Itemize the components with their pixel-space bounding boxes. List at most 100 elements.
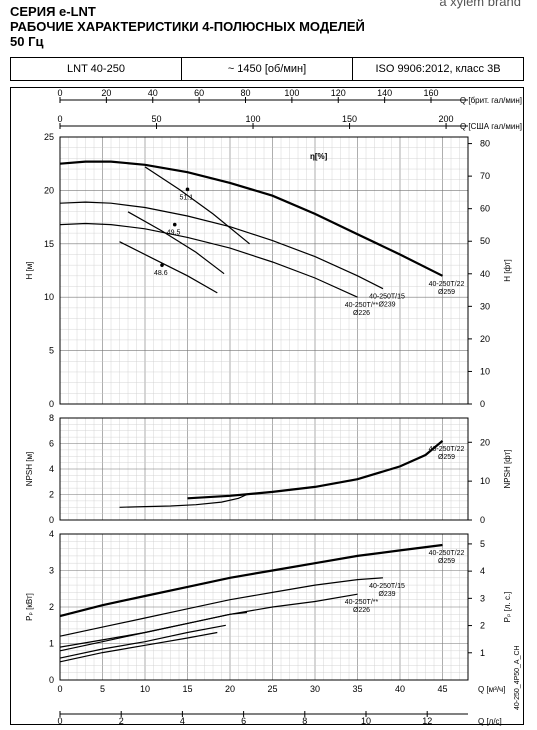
top-tick-label-brit: 120 bbox=[331, 88, 346, 98]
top-tick-label-brit: 60 bbox=[194, 88, 204, 98]
npsh-ylabel-right: NPSH [фт] bbox=[503, 450, 512, 489]
power-ytick-right-label: 3 bbox=[480, 593, 485, 603]
bottom-axis-title-m3h: Q [м³/ч] bbox=[478, 685, 505, 694]
power-series-line-0 bbox=[59, 543, 443, 618]
top-tick-label-usa: 200 bbox=[439, 114, 454, 124]
top-tick-label-usa: 100 bbox=[246, 114, 261, 124]
head-plot-area bbox=[59, 136, 469, 405]
head-ytick-right-label: 60 bbox=[480, 204, 490, 214]
bottom-tick-label-m3h: 40 bbox=[395, 684, 405, 694]
top-tick-label-usa: 0 bbox=[57, 114, 62, 124]
efficiency-point-label: 51.1 bbox=[180, 194, 194, 201]
head-ytick-right-label: 10 bbox=[480, 366, 490, 376]
bottom-tick-label-m3h: 15 bbox=[182, 684, 192, 694]
power-series-label-0: 40-250T/22 bbox=[429, 550, 465, 557]
npsh-ytick-label: 2 bbox=[49, 490, 54, 500]
head-ytick-label: 20 bbox=[44, 185, 54, 195]
bottom-tick-label-ls: 0 bbox=[57, 716, 62, 726]
top-axis-title-brit: Q [брит. гал/мин] bbox=[460, 96, 522, 105]
npsh-series-line-1 bbox=[119, 493, 248, 508]
chart-frame bbox=[10, 87, 524, 725]
head-ytick-right-label: 50 bbox=[480, 236, 490, 246]
npsh-series-line-0 bbox=[187, 440, 444, 500]
head-ylabel-right: H [фт] bbox=[503, 259, 512, 282]
head-series-sub-0: Ø259 bbox=[438, 289, 455, 296]
top-tick-label-brit: 80 bbox=[240, 88, 250, 98]
top-tick-label-brit: 40 bbox=[148, 88, 158, 98]
head-ylabel-left: H [м] bbox=[25, 262, 34, 280]
power-ytick-right-label: 1 bbox=[480, 648, 485, 658]
head-series-label-1: 40-250T/15 bbox=[369, 294, 405, 301]
power-ytick-label: 4 bbox=[49, 529, 54, 539]
top-tick-label-brit: 160 bbox=[423, 88, 438, 98]
npsh-ytick-right-label: 0 bbox=[480, 515, 485, 525]
npsh-plot-area bbox=[59, 417, 469, 521]
power-series-sub-1: Ø239 bbox=[378, 591, 395, 598]
head-series-line-0 bbox=[59, 160, 443, 277]
bottom-tick-label-m3h: 10 bbox=[140, 684, 150, 694]
head-series-label-0: 40-250T/22 bbox=[429, 281, 465, 288]
head-series-line-5 bbox=[119, 241, 218, 294]
top-axis-title-usa: Q [США гал/мин] bbox=[460, 122, 522, 131]
power-series-line-2 bbox=[59, 593, 358, 652]
bottom-tick-label-m3h: 35 bbox=[352, 684, 362, 694]
standard-cell: ISO 9906:2012, класс 3B bbox=[375, 63, 501, 75]
power-ytick-right-label: 2 bbox=[480, 621, 485, 631]
head-ytick-right-label: 30 bbox=[480, 301, 490, 311]
efficiency-point bbox=[172, 222, 177, 227]
head-series-line-2 bbox=[59, 222, 358, 298]
npsh-series-sub-0: Ø259 bbox=[438, 454, 455, 461]
top-tick-label-brit: 100 bbox=[284, 88, 299, 98]
series-title: СЕРИЯ e-LNT bbox=[10, 4, 96, 19]
head-ytick-label: 15 bbox=[44, 239, 54, 249]
head-ytick-right-label: 70 bbox=[480, 171, 490, 181]
bottom-tick-label-ls: 8 bbox=[302, 716, 307, 726]
bottom-tick-label-ls: 4 bbox=[180, 716, 185, 726]
head-series-line-4 bbox=[127, 211, 225, 275]
top-tick-label-brit: 20 bbox=[101, 88, 111, 98]
bottom-tick-label-ls: 12 bbox=[422, 716, 432, 726]
power-ytick-label: 2 bbox=[49, 602, 54, 612]
speed-cell: ~ 1450 [об/мин] bbox=[182, 58, 353, 80]
efficiency-point-label: 48.6 bbox=[154, 270, 168, 277]
head-ytick-label: 0 bbox=[49, 399, 54, 409]
model-cell: LNT 40-250 bbox=[11, 58, 182, 80]
chart-title: РАБОЧИЕ ХАРАКТЕРИСТИКИ 4-ПОЛЮСНЫХ МОДЕЛЕ… bbox=[10, 19, 365, 34]
efficiency-label: η[%] bbox=[310, 152, 328, 161]
head-ytick-right-label: 80 bbox=[480, 139, 490, 149]
power-ytick-label: 3 bbox=[49, 566, 54, 576]
power-series-sub-0: Ø259 bbox=[438, 558, 455, 565]
brand-logo-text: a xylem brand bbox=[439, 0, 521, 9]
npsh-ytick-right-label: 10 bbox=[480, 476, 490, 486]
bottom-tick-label-m3h: 20 bbox=[225, 684, 235, 694]
power-series-line-3 bbox=[59, 611, 248, 648]
npsh-ytick-label: 6 bbox=[49, 439, 54, 449]
power-ylabel-right: Pₚ [л. с.] bbox=[503, 592, 512, 623]
power-series-label-2: 40-250T/** bbox=[345, 599, 379, 606]
npsh-ytick-label: 4 bbox=[49, 464, 54, 474]
top-tick-label-brit: 140 bbox=[377, 88, 392, 98]
power-ylabel-left: Pₚ [кВт] bbox=[25, 593, 34, 621]
top-tick-label-usa: 150 bbox=[342, 114, 357, 124]
top-tick-label-brit: 0 bbox=[57, 88, 62, 98]
power-series-line-5 bbox=[59, 631, 218, 663]
bottom-tick-label-m3h: 30 bbox=[310, 684, 320, 694]
bottom-tick-label-m3h: 0 bbox=[57, 684, 62, 694]
npsh-ytick-label: 0 bbox=[49, 515, 54, 525]
bottom-tick-label-m3h: 45 bbox=[437, 684, 447, 694]
head-ytick-label: 25 bbox=[44, 132, 54, 142]
power-series-line-4 bbox=[59, 624, 226, 659]
head-series-line-1 bbox=[59, 201, 384, 290]
frequency-title: 50 Гц bbox=[10, 34, 44, 49]
head-series-sub-2: Ø226 bbox=[353, 310, 370, 317]
npsh-series-label-0: 40-250T/22 bbox=[429, 446, 465, 453]
bottom-tick-label-m3h: 25 bbox=[267, 684, 277, 694]
power-ytick-label: 1 bbox=[49, 639, 54, 649]
spec-table: LNT 40-250 ~ 1450 [об/мин] ISO 9906:2012… bbox=[10, 57, 524, 81]
npsh-ytick-right-label: 20 bbox=[480, 437, 490, 447]
power-series-line-1 bbox=[59, 577, 384, 637]
head-ytick-right-label: 0 bbox=[480, 399, 485, 409]
bottom-tick-label-ls: 10 bbox=[361, 716, 371, 726]
power-series-sub-2: Ø226 bbox=[353, 607, 370, 614]
